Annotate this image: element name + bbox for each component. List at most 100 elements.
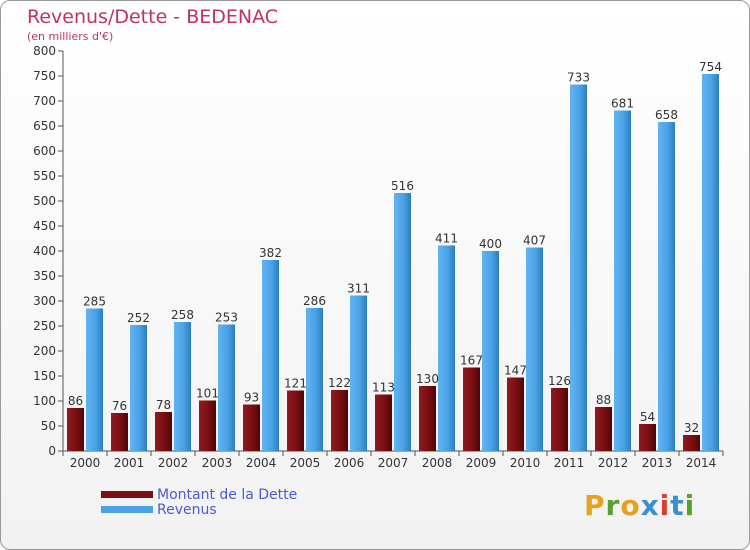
x-tick-label: 2010: [510, 456, 541, 470]
data-label-dette: 88: [596, 393, 611, 407]
y-tick-label: 650: [33, 119, 56, 133]
legend-swatch-dette: [101, 491, 153, 498]
bar-revenus: [350, 295, 367, 451]
chart-subtitle: (en milliers d'€): [27, 30, 114, 43]
data-label-revenus: 286: [303, 294, 326, 308]
x-tick-label: 2002: [158, 456, 189, 470]
legend-item-dette: Montant de la Dette: [101, 486, 298, 503]
bar-dette: [507, 377, 524, 451]
x-tick-label: 2005: [290, 456, 321, 470]
data-label-dette: 101: [196, 387, 219, 401]
bar-revenus: [482, 251, 499, 451]
x-tick-label: 2006: [334, 456, 365, 470]
x-tick-label: 2008: [422, 456, 453, 470]
y-tick-label: 800: [33, 44, 56, 58]
legend-swatch-revenus: [101, 506, 153, 513]
data-label-revenus: 311: [347, 282, 370, 296]
data-label-revenus: 733: [567, 71, 590, 85]
data-label-dette: 93: [244, 391, 259, 405]
bar-dette: [683, 435, 700, 451]
data-label-dette: 126: [548, 374, 571, 388]
data-label-dette: 122: [328, 376, 351, 390]
y-tick-label: 400: [33, 244, 56, 258]
y-tick-label: 200: [33, 344, 56, 358]
bar-revenus: [130, 325, 147, 451]
data-label-revenus: 253: [215, 311, 238, 325]
proxiti-logo: Proxiti: [584, 489, 695, 522]
bar-revenus: [262, 260, 279, 451]
chart-title: Revenus/Dette - BEDENAC: [27, 6, 279, 28]
data-label-dette: 167: [460, 354, 483, 368]
bar-dette: [155, 412, 172, 451]
bar-revenus: [306, 308, 323, 451]
data-label-revenus: 285: [83, 295, 106, 309]
bar-revenus: [570, 84, 587, 451]
bar-dette: [331, 390, 348, 451]
y-tick-label: 600: [33, 144, 56, 158]
data-label-revenus: 407: [523, 234, 546, 248]
logo-letter: x: [640, 489, 660, 522]
bar-dette: [67, 408, 84, 451]
data-label-dette: 130: [416, 372, 439, 386]
logo-letter: o: [620, 489, 641, 522]
x-tick-label: 2014: [686, 456, 717, 470]
y-tick-label: 0: [48, 444, 56, 458]
bar-revenus: [174, 322, 191, 451]
data-label-dette: 32: [684, 421, 699, 435]
y-tick-label: 300: [33, 294, 56, 308]
bar-dette: [287, 390, 304, 451]
bar-revenus: [658, 122, 675, 451]
data-label-revenus: 382: [259, 246, 282, 260]
legend-label-dette: Montant de la Dette: [157, 486, 298, 503]
y-tick-label: 750: [33, 69, 56, 83]
x-tick-label: 2003: [202, 456, 233, 470]
x-tick-label: 2011: [554, 456, 585, 470]
y-tick-label: 150: [33, 369, 56, 383]
bar-dette: [243, 404, 260, 451]
data-label-dette: 54: [640, 410, 655, 424]
bar-dette: [419, 386, 436, 451]
y-tick-label: 100: [33, 394, 56, 408]
y-tick-label: 250: [33, 319, 56, 333]
data-label-dette: 121: [284, 377, 307, 391]
x-tick-label: 2007: [378, 456, 409, 470]
data-label-revenus: 400: [479, 237, 502, 251]
bar-dette: [463, 367, 480, 451]
logo-letter: P: [584, 489, 606, 522]
logo-letter: i: [659, 489, 671, 522]
data-label-dette: 147: [504, 364, 527, 378]
y-tick-label: 450: [33, 219, 56, 233]
logo-letter: t: [670, 489, 685, 522]
bar-dette: [375, 394, 392, 451]
bar-revenus: [702, 74, 719, 451]
data-label-revenus: 258: [171, 308, 194, 322]
logo-letter: i: [684, 489, 696, 522]
x-tick-label: 2004: [246, 456, 277, 470]
data-label-revenus: 516: [391, 179, 414, 193]
data-label-revenus: 658: [655, 108, 678, 122]
data-label-dette: 76: [112, 399, 127, 413]
data-label-revenus: 252: [127, 311, 150, 325]
bar-revenus: [614, 110, 631, 451]
bar-revenus: [86, 308, 103, 451]
legend: Montant de la Dette Revenus: [101, 486, 298, 518]
data-label-dette: 78: [156, 398, 171, 412]
x-tick-label: 2009: [466, 456, 497, 470]
logo-letter: r: [605, 489, 621, 522]
y-tick-label: 350: [33, 269, 56, 283]
bar-dette: [639, 424, 656, 451]
legend-label-revenus: Revenus: [157, 501, 217, 518]
x-tick-label: 2012: [598, 456, 629, 470]
bar-revenus: [218, 324, 235, 451]
x-tick-label: 2013: [642, 456, 673, 470]
bar-revenus: [394, 193, 411, 451]
y-tick-label: 550: [33, 169, 56, 183]
y-tick-label: 700: [33, 94, 56, 108]
bar-dette: [199, 400, 216, 451]
data-label-dette: 113: [372, 381, 395, 395]
data-label-revenus: 411: [435, 232, 458, 246]
bar-revenus: [438, 245, 455, 451]
x-tick-label: 2001: [114, 456, 145, 470]
